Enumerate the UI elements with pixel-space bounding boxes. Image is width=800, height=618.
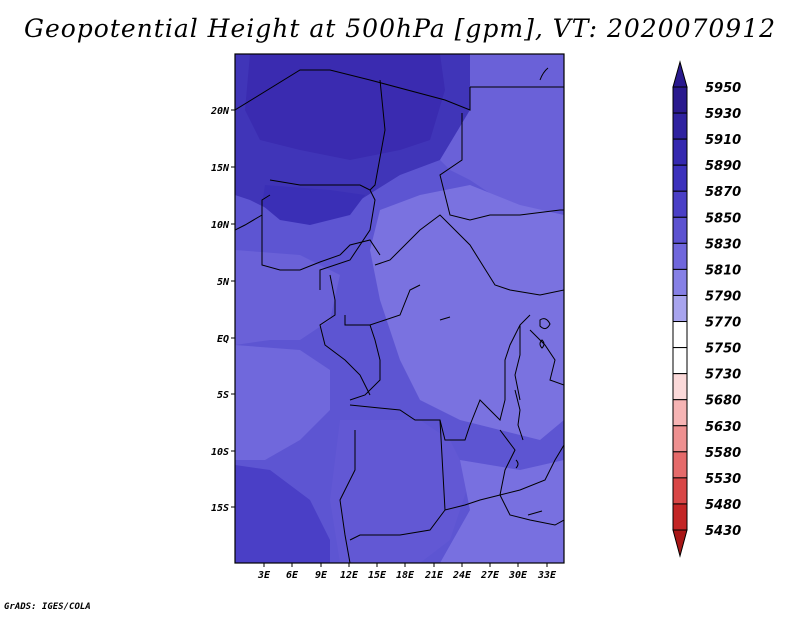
lon-label: 12E [340, 570, 359, 581]
lon-label: 6E [286, 570, 299, 581]
map-frame [234, 53, 565, 564]
colorbar-bottom-arrow [672, 529, 688, 558]
colorbar-swatch [672, 112, 688, 140]
lat-label: 15N [211, 163, 230, 174]
lat-label: 20N [210, 106, 230, 117]
colorbar-swatch [672, 477, 688, 505]
colorbar-swatch [672, 242, 688, 270]
colorbar-swatch [672, 321, 688, 349]
contour-5870-ne [440, 54, 564, 215]
colorbar-swatch [672, 347, 688, 375]
lon-label: 15E [368, 570, 387, 581]
contour-5890-sw [235, 465, 330, 563]
colorbar-label: 5890 [705, 159, 741, 174]
colorbar-label: 5580 [705, 446, 741, 461]
colorbar-label: 5430 [705, 524, 741, 539]
contour-5850-sw [235, 345, 330, 460]
lat-label: 5N [217, 277, 230, 288]
colorbar-label: 5750 [705, 342, 741, 357]
colorbar-label: 5830 [705, 237, 741, 252]
lon-label: 3E [257, 570, 271, 581]
contour-5910-core [245, 54, 445, 160]
lat-label: 10S [211, 447, 229, 458]
contour-5910-sahel [262, 185, 365, 225]
colorbar-label: 5910 [705, 133, 741, 148]
colorbar-label: 5730 [705, 368, 741, 383]
lon-label: 33E [537, 570, 557, 581]
colorbar-label: 5850 [705, 211, 741, 226]
lon-label: 30E [508, 570, 528, 581]
colorbar-label: 5480 [705, 498, 741, 513]
colorbar-swatch [672, 138, 688, 166]
contour-5870-south [330, 420, 470, 563]
colorbar-swatch [672, 503, 688, 531]
lat-label: 5S [217, 390, 229, 401]
colorbar: 5950 5930 5910 5890 5870 5850 5830 5810 5790 5770… [672, 60, 741, 558]
lat-label: EQ [217, 334, 229, 345]
lat-label: 10N [211, 220, 230, 231]
colorbar-swatch [672, 268, 688, 296]
colorbar-label: 5770 [705, 316, 741, 331]
height-field [235, 54, 564, 563]
colorbar-swatch [672, 190, 688, 218]
contour-5850-se [440, 460, 564, 563]
colorbar-label: 5950 [705, 81, 741, 96]
contour-5870-coast [235, 250, 340, 345]
lon-label: 24E [452, 570, 472, 581]
map-title: Geopotential Height at 500hPa [gpm], VT:… [23, 14, 777, 43]
lon-label: 27E [480, 570, 500, 581]
colorbar-swatch [672, 373, 688, 401]
colorbar-swatch [672, 164, 688, 192]
colorbar-swatch [672, 399, 688, 427]
lat-label: 15S [211, 503, 229, 514]
colorbar-swatch [672, 86, 688, 114]
colorbar-label: 5680 [705, 394, 741, 409]
latitude-axis: 20N 15N 10N 5N EQ 5S 10S 15S [210, 106, 235, 514]
lon-label: 21E [424, 570, 444, 581]
colorbar-swatch [672, 216, 688, 244]
colorbar-label: 5930 [705, 107, 741, 122]
lon-label: 18E [396, 570, 415, 581]
lakes [439, 67, 551, 516]
colorbar-top-arrow [672, 60, 688, 88]
colorbar-label: 5790 [705, 289, 741, 304]
colorbar-swatch [672, 451, 688, 479]
footer-credit: GrADS: IGES/COLA [4, 602, 91, 612]
longitude-axis: 3E 6E 9E 12E 15E 18E 21E 24E 27E 30E 33E [257, 563, 557, 581]
lon-label: 9E [315, 570, 328, 581]
country-borders [235, 69, 564, 563]
colorbar-label: 5530 [705, 472, 741, 487]
colorbar-swatch [672, 425, 688, 453]
colorbar-label: 5870 [705, 185, 741, 200]
colorbar-swatch [672, 294, 688, 323]
colorbar-label: 5630 [705, 420, 741, 435]
colorbar-label: 5810 [705, 263, 741, 278]
